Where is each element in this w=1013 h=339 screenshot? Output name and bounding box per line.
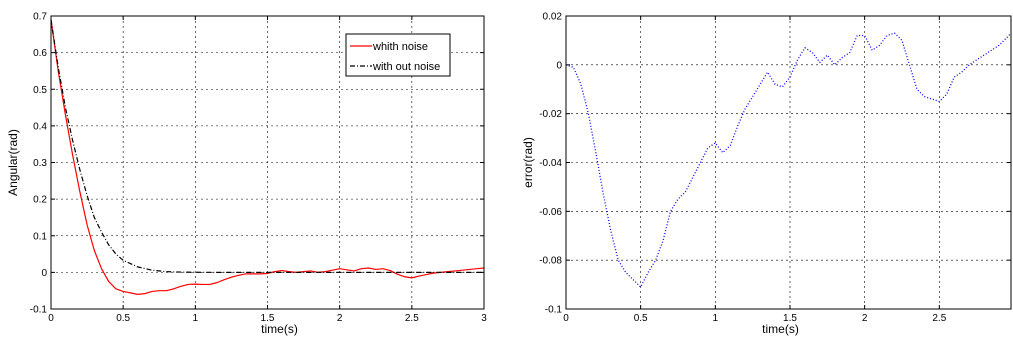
y-tick-label: 0 bbox=[41, 268, 47, 279]
y-tick-label: -0.1 bbox=[30, 305, 48, 316]
y-tick-label: -0.04 bbox=[539, 158, 562, 169]
chart-1: 0 0.5 1 1.5 2 2.5 3-0.100.10.20.30.40.50.60.7t… bbox=[6, 12, 487, 337]
series-line-1 bbox=[565, 32, 1012, 288]
y-tick-label: -0.08 bbox=[539, 256, 562, 267]
chart-2: 0 0.5 1 1.5 2 2.5 -0.1 -0.08 -0.06 -0.04 -0.02 0 0.0… bbox=[521, 12, 1012, 336]
x-tick-label: 3 bbox=[481, 313, 487, 324]
legend-box bbox=[345, 33, 451, 77]
plot-frame bbox=[565, 15, 1012, 310]
plot-frame bbox=[50, 15, 485, 310]
x-tick-label: 2 bbox=[862, 313, 868, 324]
x-tick-label: 2.5 bbox=[932, 313, 946, 324]
y-tick-label: 0.4 bbox=[33, 121, 47, 132]
y-tick-label: 0.3 bbox=[33, 158, 47, 169]
x-tick-label: 0.5 bbox=[634, 313, 648, 324]
y-tick-label: 0.2 bbox=[33, 195, 47, 206]
legend-label: whith noise bbox=[372, 41, 428, 53]
y-tick-label: 0.5 bbox=[33, 85, 47, 96]
legend-label: with out noise bbox=[372, 61, 440, 73]
x-axis-label: time(s) bbox=[762, 322, 799, 336]
y-axis-label: error(rad) bbox=[521, 137, 535, 188]
x-tick-label: 1 bbox=[713, 313, 719, 324]
y-tick-label: -0.02 bbox=[539, 109, 562, 120]
y-axis-label: Angular(rad) bbox=[6, 129, 20, 196]
y-tick-label: 0.6 bbox=[33, 48, 47, 59]
legend: whith noise with out noise bbox=[345, 33, 451, 77]
y-tick-label: 0.1 bbox=[33, 231, 47, 242]
x-tick-label: 2 bbox=[337, 313, 343, 324]
x-tick-label: 0 bbox=[563, 313, 569, 324]
y-tick-label: 0.7 bbox=[33, 12, 47, 23]
y-tick-label: 0.02 bbox=[543, 12, 563, 23]
series-line-2 bbox=[50, 19, 484, 273]
x-tick-label: 1.5 bbox=[783, 313, 797, 324]
x-tick-label: 2.5 bbox=[405, 313, 419, 324]
x-tick-label: 1 bbox=[193, 313, 199, 324]
series-line-1 bbox=[50, 19, 485, 295]
x-axis-label: time(s) bbox=[261, 322, 298, 336]
y-tick-label: -0.1 bbox=[545, 305, 563, 316]
x-tick-label: 1.5 bbox=[261, 313, 275, 324]
x-tick-label: 0 bbox=[48, 313, 54, 324]
y-tick-label: 0 bbox=[556, 60, 562, 71]
x-tick-label: 0.5 bbox=[116, 313, 130, 324]
y-tick-label: -0.06 bbox=[539, 207, 562, 218]
